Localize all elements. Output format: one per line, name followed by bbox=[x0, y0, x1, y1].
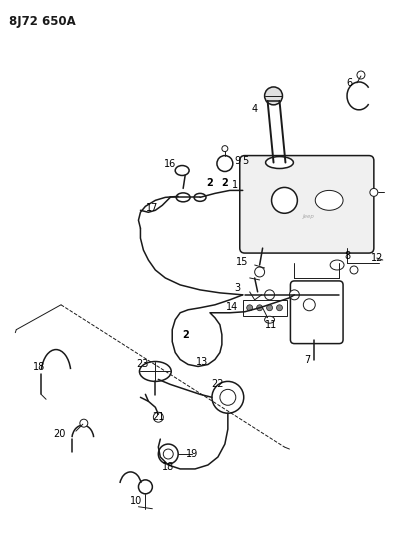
Bar bbox=[243, 300, 287, 316]
Circle shape bbox=[272, 188, 298, 213]
Text: 18: 18 bbox=[162, 462, 174, 472]
Text: 21: 21 bbox=[152, 412, 164, 422]
Circle shape bbox=[350, 266, 358, 274]
Circle shape bbox=[158, 444, 178, 464]
Text: 23: 23 bbox=[136, 359, 149, 369]
Circle shape bbox=[265, 87, 282, 105]
Text: 2: 2 bbox=[222, 179, 228, 189]
Circle shape bbox=[265, 290, 275, 300]
Text: 3: 3 bbox=[235, 283, 241, 293]
Circle shape bbox=[139, 480, 152, 494]
Ellipse shape bbox=[330, 260, 344, 270]
Circle shape bbox=[277, 305, 282, 311]
Text: 11: 11 bbox=[266, 320, 278, 330]
Text: 12: 12 bbox=[371, 253, 383, 263]
Text: 6: 6 bbox=[346, 78, 352, 88]
Text: 14: 14 bbox=[226, 302, 238, 312]
FancyBboxPatch shape bbox=[291, 281, 343, 344]
Text: 2: 2 bbox=[207, 179, 213, 189]
Text: 10: 10 bbox=[130, 496, 143, 506]
Text: 8: 8 bbox=[344, 251, 350, 261]
Text: 2: 2 bbox=[182, 329, 189, 340]
Text: 8J72 650A: 8J72 650A bbox=[9, 15, 76, 28]
Text: 16: 16 bbox=[164, 158, 176, 168]
Circle shape bbox=[357, 71, 365, 79]
Text: 13: 13 bbox=[196, 358, 208, 367]
Ellipse shape bbox=[266, 157, 293, 168]
Circle shape bbox=[153, 412, 163, 422]
Circle shape bbox=[256, 305, 263, 311]
Circle shape bbox=[303, 299, 315, 311]
Circle shape bbox=[247, 305, 253, 311]
Text: 5: 5 bbox=[242, 156, 249, 166]
FancyBboxPatch shape bbox=[240, 156, 374, 253]
Circle shape bbox=[80, 419, 88, 427]
Ellipse shape bbox=[175, 166, 189, 175]
Text: 4: 4 bbox=[252, 104, 258, 114]
Ellipse shape bbox=[176, 193, 190, 202]
Circle shape bbox=[255, 267, 265, 277]
Text: 20: 20 bbox=[53, 429, 65, 439]
Circle shape bbox=[217, 156, 233, 172]
Text: 15: 15 bbox=[236, 257, 248, 267]
Ellipse shape bbox=[194, 193, 206, 201]
Text: 1: 1 bbox=[232, 181, 238, 190]
Circle shape bbox=[222, 146, 228, 151]
Text: 22: 22 bbox=[212, 379, 224, 390]
Circle shape bbox=[267, 305, 272, 311]
Circle shape bbox=[212, 382, 244, 413]
Ellipse shape bbox=[265, 316, 275, 323]
Circle shape bbox=[370, 188, 378, 196]
Text: 9: 9 bbox=[235, 156, 241, 166]
Circle shape bbox=[220, 389, 236, 405]
Circle shape bbox=[289, 290, 299, 300]
Ellipse shape bbox=[315, 190, 343, 211]
Text: 18: 18 bbox=[33, 362, 45, 373]
Text: Jeep: Jeep bbox=[303, 214, 315, 219]
Ellipse shape bbox=[139, 361, 171, 382]
Text: 7: 7 bbox=[304, 354, 310, 365]
Text: 19: 19 bbox=[186, 449, 198, 459]
Text: 17: 17 bbox=[146, 203, 159, 213]
Circle shape bbox=[163, 449, 173, 459]
